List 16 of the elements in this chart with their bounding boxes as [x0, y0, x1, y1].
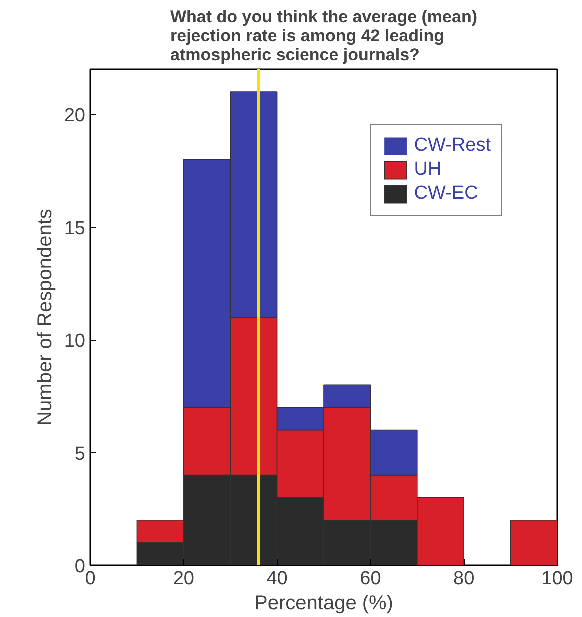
legend-label: CW-Rest	[414, 135, 491, 157]
x-axis-title: Percentage (%)	[254, 592, 394, 614]
x-tick-label: 20	[173, 568, 194, 590]
y-tick-label: 20	[64, 106, 86, 127]
y-tick-label: 5	[74, 444, 86, 465]
chart-title: What do you think the average (mean) rejection rate is among 42 leading atmospheric science journals?	[170, 8, 478, 64]
legend-label: CW-EC	[414, 183, 478, 205]
y-tick-label: 10	[64, 331, 86, 352]
x-tick-label: 60	[360, 568, 382, 590]
x-tick-label: 80	[454, 568, 475, 590]
x-tick-label: 100	[542, 568, 574, 590]
y-axis-title: Number of Respondents	[34, 209, 56, 426]
x-tick-label: 40	[266, 568, 288, 590]
legend-label: UH	[414, 159, 442, 181]
y-tick-label: 15	[64, 218, 86, 240]
bar	[510, 520, 558, 566]
